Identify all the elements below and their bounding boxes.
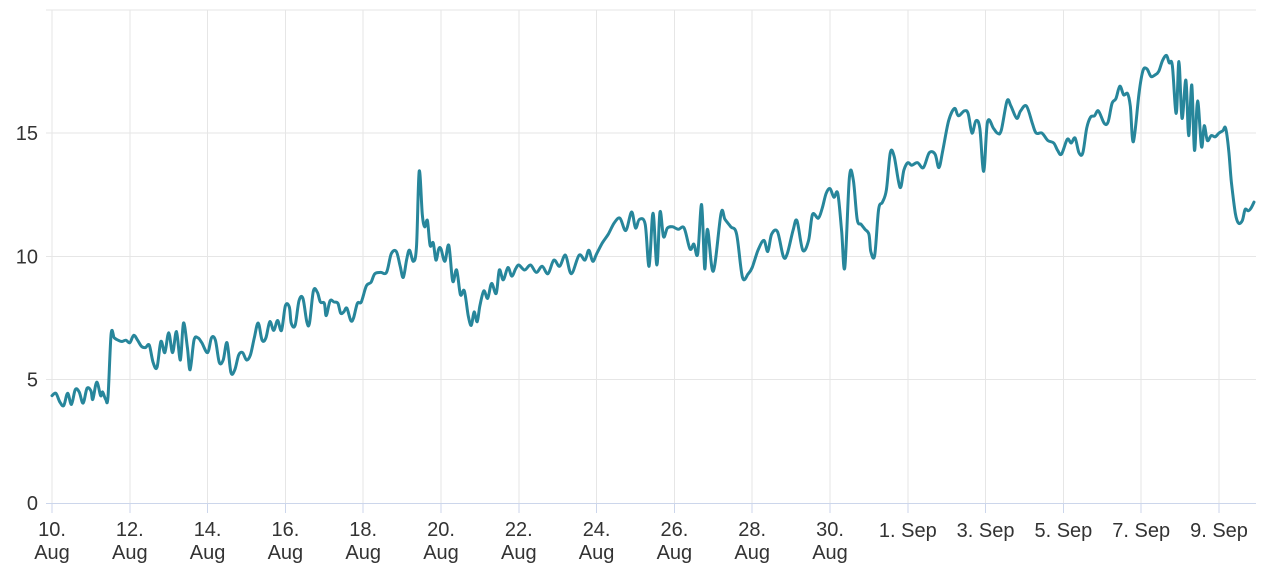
- y-axis-label: 5: [27, 370, 38, 392]
- x-axis-label: 28.: [738, 519, 766, 541]
- x-axis-label: 20.: [427, 519, 455, 541]
- x-axis-label: Aug: [345, 542, 381, 564]
- x-axis-label: Aug: [579, 542, 615, 564]
- x-axis-label: 30.: [816, 519, 844, 541]
- x-axis-label: 7. Sep: [1112, 520, 1170, 542]
- x-axis-label: Aug: [657, 542, 693, 564]
- x-axis-label: 22.: [505, 519, 533, 541]
- y-axis-label: 10: [16, 246, 38, 268]
- x-axis-label: 12.: [116, 519, 144, 541]
- x-axis-label: 10.: [38, 519, 66, 541]
- x-axis-label: Aug: [190, 542, 226, 564]
- x-axis-label: 9. Sep: [1190, 520, 1248, 542]
- x-axis-label: Aug: [112, 542, 148, 564]
- x-axis-label: 18.: [349, 519, 377, 541]
- x-axis-label: Aug: [268, 542, 304, 564]
- x-axis-label: Aug: [34, 542, 70, 564]
- x-axis-label: Aug: [734, 542, 770, 564]
- y-axis-label: 15: [16, 123, 38, 145]
- y-axis-label: 0: [27, 493, 38, 515]
- x-axis-label: Aug: [501, 542, 537, 564]
- x-axis-label: Aug: [812, 542, 848, 564]
- x-axis-label: 14.: [194, 519, 222, 541]
- x-axis-label: Aug: [423, 542, 459, 564]
- x-axis-label: 24.: [583, 519, 611, 541]
- x-axis-label: 1. Sep: [879, 520, 937, 542]
- x-axis-label: 16.: [271, 519, 299, 541]
- series-line: [50, 53, 1256, 408]
- x-axis-label: 5. Sep: [1034, 520, 1092, 542]
- x-axis-label: 3. Sep: [957, 520, 1015, 542]
- x-axis-label: 26.: [660, 519, 688, 541]
